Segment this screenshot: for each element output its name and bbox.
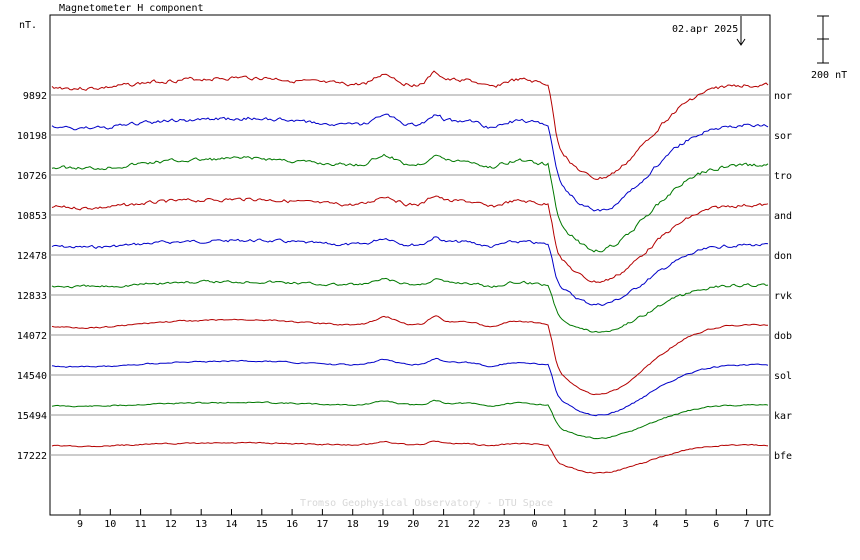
gridlines — [50, 94, 770, 456]
baseline-label: 12833 — [17, 291, 47, 302]
x-tick-label: 18 — [347, 519, 359, 530]
station-label: sol — [774, 371, 792, 382]
x-tick-label: 10 — [104, 519, 116, 530]
x-tick-label: 14 — [225, 519, 237, 530]
x-tick-label: 7 — [744, 519, 750, 530]
station-label: don — [774, 251, 792, 262]
trace-sol — [51, 357, 769, 417]
x-tick-label: 16 — [286, 519, 298, 530]
x-tick-label: 12 — [165, 519, 177, 530]
x-tick-label: 6 — [713, 519, 719, 530]
scale-bar-label: 200 nT — [811, 70, 847, 81]
station-label: and — [774, 211, 792, 222]
x-tick-label: 4 — [653, 519, 659, 530]
x-tick-label: 15 — [256, 519, 268, 530]
baseline-label: 14540 — [17, 371, 47, 382]
x-tick-label: 21 — [438, 519, 450, 530]
x-tick-label: 17 — [316, 519, 328, 530]
plot-frame — [49, 14, 771, 516]
trace-rvk — [51, 277, 769, 333]
trace-kar — [51, 399, 769, 440]
x-axis-unit-label: UTC — [756, 519, 774, 530]
x-tick-label: 0 — [531, 519, 537, 530]
x-tick-label: 1 — [562, 519, 568, 530]
baseline-label: 10198 — [17, 131, 47, 142]
x-tick-label: 20 — [407, 519, 419, 530]
trace-bfe — [51, 440, 769, 474]
date-label: 02.apr 2025 — [672, 24, 738, 35]
baseline-label: 12478 — [17, 251, 47, 262]
x-tick-label: 9 — [77, 519, 83, 530]
station-label: sor — [774, 131, 792, 142]
x-tick-label: 22 — [468, 519, 480, 530]
trace-dob — [51, 315, 769, 396]
baseline-label: 9892 — [23, 91, 47, 102]
x-axis-ticks — [79, 509, 748, 515]
trace-and — [51, 195, 769, 284]
station-label: bfe — [774, 451, 792, 462]
x-axis-tick-labels: 9 10 11 12 13 14 15 16 17 18 19 20 21 22 23 0 1 2 3 4 5 6 7 — [77, 519, 750, 530]
x-tick-label: 11 — [135, 519, 147, 530]
station-label: nor — [774, 91, 792, 102]
station-label: rvk — [774, 291, 792, 302]
station-label: kar — [774, 411, 792, 422]
x-tick-label: 19 — [377, 519, 389, 530]
station-label: dob — [774, 331, 792, 342]
baseline-labels: 9892 10198 10726 10853 12478 12833 14072 14540 1… — [17, 91, 47, 462]
trace-nor — [51, 70, 769, 180]
station-traces — [51, 70, 769, 474]
x-tick-label: 13 — [195, 519, 207, 530]
x-tick-label: 2 — [592, 519, 598, 530]
baseline-label: 10853 — [17, 211, 47, 222]
trace-sor — [51, 113, 769, 212]
baseline-label: 14072 — [17, 331, 47, 342]
baseline-label: 17222 — [17, 451, 47, 462]
station-label: tro — [774, 171, 792, 182]
x-tick-label: 3 — [622, 519, 628, 530]
credit-text: Tromso Geophysical Observatory - DTU Spa… — [300, 498, 553, 509]
station-labels: nor sor tro and don rvk dob sol kar bfe — [774, 91, 792, 462]
x-tick-label: 23 — [498, 519, 510, 530]
scale-bar — [817, 15, 829, 64]
unit-label: nT. — [19, 20, 37, 31]
baseline-label: 15494 — [17, 411, 47, 422]
trace-don — [51, 236, 769, 307]
trace-tro — [51, 153, 769, 253]
date-arrow — [736, 16, 746, 46]
baseline-label: 10726 — [17, 171, 47, 182]
x-tick-label: 5 — [683, 519, 689, 530]
chart-title: Magnetometer H component — [59, 3, 204, 14]
